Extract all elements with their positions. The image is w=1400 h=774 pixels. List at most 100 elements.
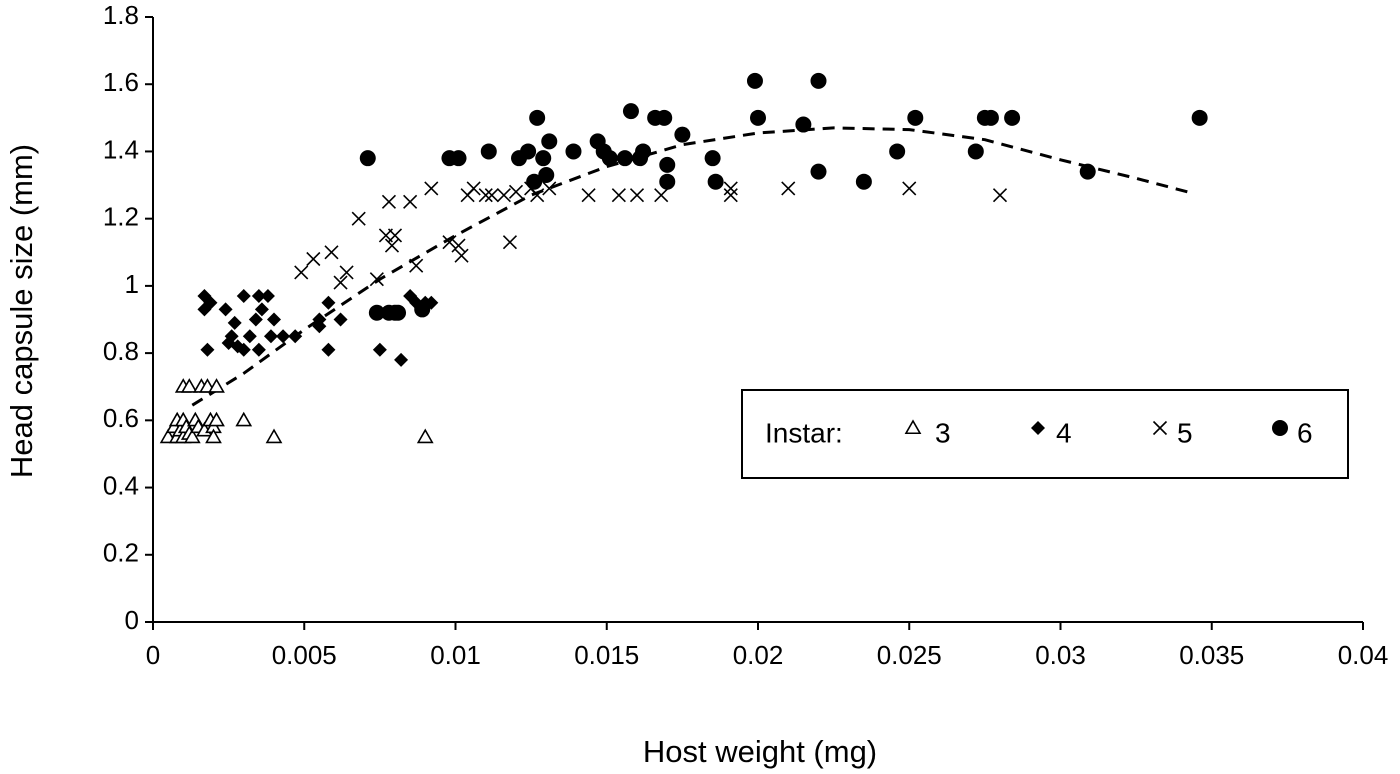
- y-tick-label: 0: [125, 605, 139, 635]
- data-point-instar-5: [502, 235, 518, 250]
- data-point-instar-4: [251, 288, 266, 303]
- legend-marker-5: [1152, 420, 1168, 436]
- data-point-instar-4: [312, 312, 327, 327]
- data-point-instar-3: [416, 428, 434, 444]
- data-point-instar-6: [535, 150, 552, 167]
- data-point-instar-5: [654, 188, 669, 203]
- data-point-instar-4: [200, 342, 215, 357]
- data-point-instar-4: [224, 329, 239, 344]
- y-tick-label: 1.2: [103, 202, 139, 232]
- y-tick-label: 1.4: [103, 134, 139, 164]
- data-point-instar-6: [635, 143, 652, 160]
- data-point-instar-5: [508, 184, 524, 199]
- y-tick-label: 1.6: [103, 67, 139, 97]
- data-point-instar-5: [781, 181, 796, 196]
- data-point-instar-6: [659, 156, 676, 173]
- data-point-instar-5: [369, 272, 384, 287]
- x-tick-label: 0.01: [430, 640, 481, 670]
- data-point-instar-4: [236, 342, 251, 357]
- data-points: [159, 72, 1208, 444]
- data-point-instar-5: [992, 188, 1008, 203]
- data-point-instar-6: [855, 173, 872, 190]
- x-tick-label: 0.025: [877, 640, 942, 670]
- x-tick-label: 0.015: [574, 640, 639, 670]
- data-point-instar-3: [265, 428, 283, 444]
- data-point-instar-5: [466, 181, 481, 196]
- data-point-instar-4: [248, 312, 263, 327]
- data-point-instar-5: [451, 238, 466, 253]
- data-point-instar-6: [529, 109, 546, 126]
- data-point-instar-5: [581, 188, 596, 203]
- data-point-instar-5: [387, 228, 403, 243]
- data-point-instar-4: [254, 302, 269, 317]
- data-point-instar-6: [704, 150, 721, 167]
- data-point-instar-6: [707, 173, 724, 190]
- data-point-instar-4: [236, 288, 251, 303]
- data-point-instar-6: [480, 143, 497, 160]
- x-tick-label: 0.02: [733, 640, 784, 670]
- data-point-instar-4: [276, 329, 291, 344]
- data-point-instar-6: [795, 116, 812, 133]
- x-tick-label: 0.04: [1338, 640, 1389, 670]
- data-point-instar-5: [723, 188, 738, 203]
- data-point-instar-6: [907, 109, 924, 126]
- data-point-instar-4: [227, 315, 242, 330]
- trendline: [191, 126, 1194, 407]
- data-point-instar-6: [659, 173, 676, 190]
- data-point-instar-5: [530, 188, 545, 203]
- data-point-instar-4: [333, 312, 348, 327]
- data-point-instar-4: [372, 342, 387, 357]
- data-point-instar-5: [454, 248, 469, 263]
- x-tick-label: 0: [146, 640, 160, 670]
- y-tick-label: 0.8: [103, 336, 139, 366]
- data-point-instar-6: [368, 304, 385, 321]
- legend-marker-3: [904, 419, 922, 435]
- data-point-instar-5: [723, 181, 738, 196]
- data-point-instar-6: [526, 173, 543, 190]
- data-point-instar-3: [180, 378, 198, 393]
- data-point-instar-5: [611, 188, 626, 203]
- legend-marker-6: [1272, 420, 1288, 436]
- data-point-instar-3: [235, 411, 253, 427]
- data-point-instar-3: [208, 411, 225, 427]
- data-point-instar-6: [1191, 109, 1208, 126]
- data-point-instar-6: [520, 143, 537, 160]
- data-point-instar-5: [384, 238, 400, 253]
- data-point-instar-4: [260, 288, 275, 303]
- data-point-instar-6: [1004, 109, 1021, 126]
- data-point-instar-5: [381, 194, 397, 209]
- legend-label-3: 3: [935, 417, 951, 448]
- x-tick-label: 0.035: [1179, 640, 1244, 670]
- legend-label-5: 5: [1177, 417, 1193, 448]
- data-point-instar-6: [810, 163, 827, 180]
- data-point-instar-6: [1079, 163, 1096, 180]
- data-point-instar-4: [321, 342, 336, 357]
- axes: [145, 16, 1364, 630]
- x-tick-label: 0.03: [1035, 640, 1086, 670]
- data-point-instar-6: [616, 150, 633, 167]
- data-point-instar-6: [450, 150, 467, 167]
- data-point-instar-6: [656, 109, 673, 126]
- data-point-instar-5: [409, 258, 424, 273]
- data-point-instar-5: [478, 188, 493, 203]
- data-point-instar-6: [810, 72, 827, 89]
- data-point-instar-6: [541, 133, 558, 150]
- data-point-instar-6: [359, 150, 376, 167]
- data-point-instar-5: [351, 211, 366, 226]
- data-point-instar-5: [339, 265, 354, 280]
- y-tick-label: 0.6: [103, 403, 139, 433]
- data-point-instar-6: [889, 143, 906, 160]
- y-tick-label: 1.8: [103, 0, 139, 30]
- data-point-instar-6: [622, 103, 639, 120]
- data-point-instar-6: [982, 109, 999, 126]
- data-point-instar-4: [242, 329, 257, 344]
- data-point-instar-5: [403, 194, 418, 209]
- y-tick-label: 0.2: [103, 538, 139, 568]
- data-point-instar-4: [263, 329, 278, 344]
- data-point-instar-5: [424, 181, 439, 196]
- data-point-instar-5: [902, 181, 917, 196]
- data-point-instar-6: [414, 301, 431, 318]
- data-point-instar-6: [674, 126, 691, 143]
- x-tick-label: 0.005: [272, 640, 337, 670]
